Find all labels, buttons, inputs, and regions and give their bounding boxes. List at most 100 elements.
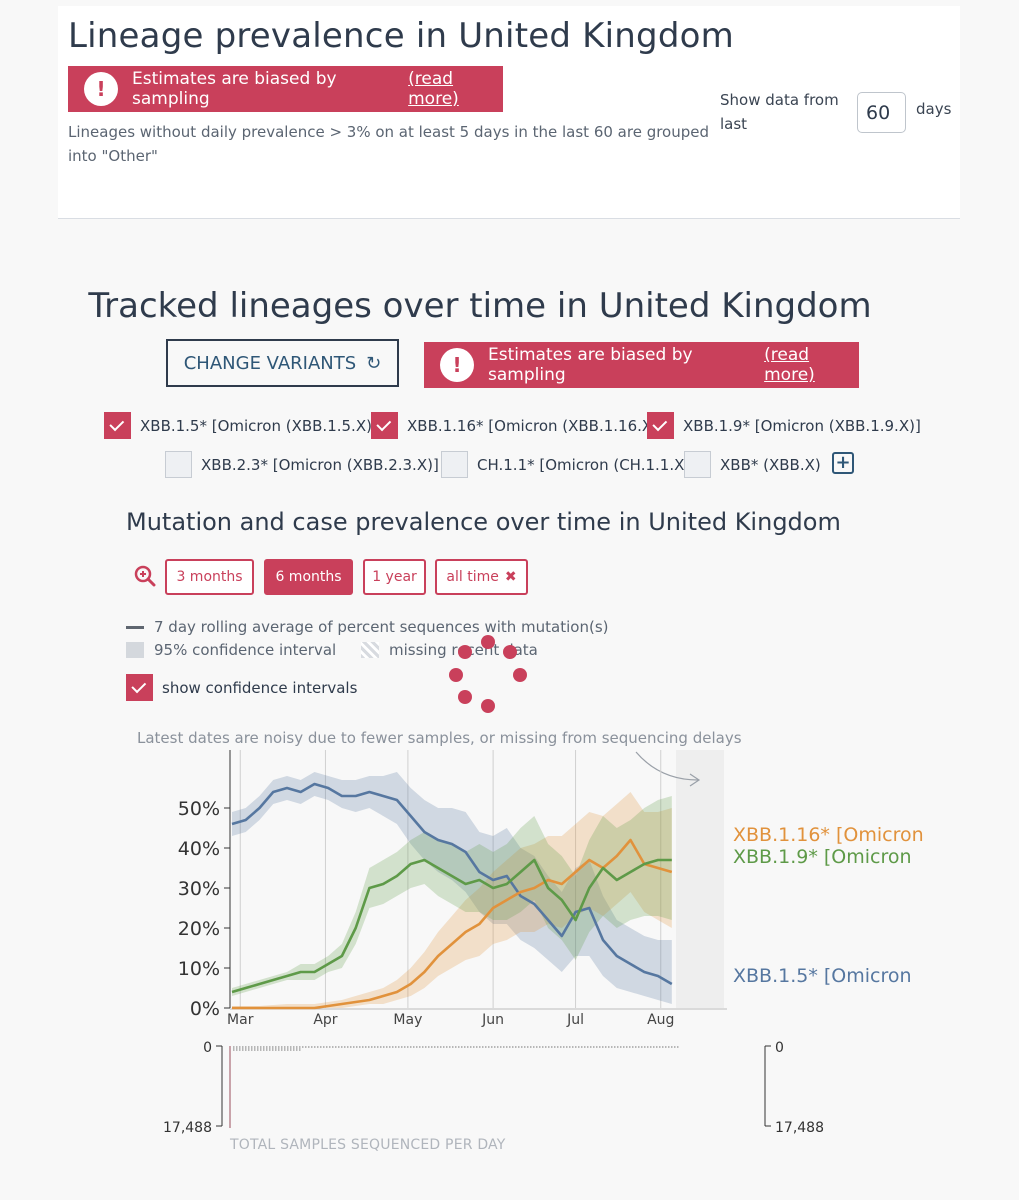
samples-bar xyxy=(611,1046,613,1048)
samples-bar xyxy=(563,1046,565,1048)
variant-xbb-1-16[interactable]: XBB.1.16* [Omicron (XBB.1.16.X)] xyxy=(371,412,664,439)
samples-bar xyxy=(383,1046,385,1048)
variant-checkbox[interactable] xyxy=(104,412,131,439)
samples-bar xyxy=(536,1046,538,1048)
samples-bar xyxy=(251,1046,253,1051)
samples-bar xyxy=(431,1046,433,1048)
samples-bar xyxy=(605,1046,607,1048)
samples-bar xyxy=(602,1046,604,1048)
samples-tick-0: 0 xyxy=(203,1040,212,1056)
variant-label: XBB.1.9* [Omicron (XBB.1.9.X)] xyxy=(683,416,921,435)
samples-bar xyxy=(590,1046,592,1048)
legend-ci-label: 95% confidence interval xyxy=(154,641,337,659)
samples-bar xyxy=(551,1046,553,1048)
days-label: Show data from last xyxy=(720,91,839,133)
samples-bar xyxy=(377,1046,379,1048)
range-label: 1 year xyxy=(372,569,417,585)
variant-xbb-1-5[interactable]: XBB.1.5* [Omicron (XBB.1.5.X)] xyxy=(104,412,378,439)
variant-checkbox[interactable] xyxy=(165,451,192,478)
days-input[interactable] xyxy=(857,92,906,133)
zoom-in-icon[interactable] xyxy=(134,565,156,587)
samples-bar xyxy=(584,1046,586,1048)
legend-rolling-average: 7 day rolling average of percent sequenc… xyxy=(126,618,609,636)
samples-bar xyxy=(665,1046,667,1048)
samples-bar xyxy=(296,1046,298,1051)
samples-bar xyxy=(344,1046,346,1048)
samples-bar xyxy=(356,1046,358,1048)
ci-band-2 xyxy=(232,796,672,996)
samples-bar xyxy=(560,1046,562,1048)
range-label: all time xyxy=(446,569,499,585)
samples-bar xyxy=(518,1046,520,1048)
range-3-months-button[interactable]: 3 months xyxy=(165,559,254,595)
read-more-link[interactable]: (read more) xyxy=(764,345,815,385)
show-ci-checkbox[interactable] xyxy=(126,674,153,701)
samples-bar xyxy=(629,1046,631,1048)
x-tick-label: Aug xyxy=(647,1012,674,1028)
samples-bar xyxy=(386,1046,388,1048)
variant-xbb-2-3[interactable]: XBB.2.3* [Omicron (XBB.2.3.X)] xyxy=(165,451,439,478)
range-label: 6 months xyxy=(275,569,342,585)
samples-bar xyxy=(395,1046,397,1048)
samples-bar xyxy=(371,1046,373,1048)
read-more-link[interactable]: (read more) xyxy=(408,69,459,109)
samples-bar xyxy=(272,1046,274,1051)
y-tick-label: 0% xyxy=(190,998,220,1020)
samples-bar xyxy=(476,1046,478,1048)
y-tick-label: 50% xyxy=(178,798,220,820)
samples-bar xyxy=(437,1046,439,1048)
samples-bar xyxy=(515,1046,517,1048)
change-variants-label: CHANGE VARIANTS xyxy=(183,352,357,374)
samples-bar xyxy=(305,1046,307,1048)
legend-hatch-swatch xyxy=(361,642,379,658)
variant-ch-1-1[interactable]: CH.1.1* [Omicron (CH.1.1.X)] xyxy=(441,451,696,478)
range-6-months-button[interactable]: 6 months xyxy=(264,559,353,595)
samples-bar xyxy=(458,1046,460,1048)
series-line-2 xyxy=(231,858,672,994)
samples-bar xyxy=(497,1046,499,1048)
samples-bar xyxy=(647,1046,649,1048)
tracked-lineages-title: Tracked lineages over time in United Kin… xyxy=(88,286,872,326)
samples-bar xyxy=(566,1046,568,1048)
variant-xbb[interactable]: XBB* (XBB.X) xyxy=(684,451,821,478)
loading-spinner-icon xyxy=(449,635,527,713)
variant-xbb-1-9[interactable]: XBB.1.9* [Omicron (XBB.1.9.X)] xyxy=(647,412,921,439)
x-tick-label: Mar xyxy=(227,1012,254,1028)
sampling-bias-alert: ! Estimates are biased by sampling (read… xyxy=(68,66,503,112)
samples-bar xyxy=(500,1046,502,1048)
samples-bar xyxy=(245,1046,247,1051)
samples-bar xyxy=(494,1046,496,1048)
samples-bar xyxy=(572,1046,574,1048)
show-ci-label: show confidence intervals xyxy=(162,678,358,697)
range-all-time-button[interactable]: all time ✖ xyxy=(435,559,528,595)
samples-bar xyxy=(401,1046,403,1048)
samples-bar xyxy=(638,1046,640,1048)
samples-bar xyxy=(548,1046,550,1048)
show-ci-toggle[interactable]: show confidence intervals xyxy=(126,674,357,701)
samples-bar xyxy=(254,1046,256,1051)
samples-bar xyxy=(317,1046,319,1048)
variant-checkbox[interactable] xyxy=(684,451,711,478)
legend-line-swatch xyxy=(126,625,144,629)
samples-bar xyxy=(269,1046,271,1051)
variant-checkbox[interactable] xyxy=(371,412,398,439)
samples-bar xyxy=(314,1046,316,1048)
samples-bar xyxy=(359,1046,361,1048)
range-1-year-button[interactable]: 1 year xyxy=(363,559,426,595)
lineage-prevalence-card: Lineage prevalence in United Kingdom ! E… xyxy=(58,6,960,219)
variant-checkbox[interactable] xyxy=(647,412,674,439)
samples-bar xyxy=(467,1046,469,1048)
samples-bar xyxy=(668,1046,670,1048)
samples-bar xyxy=(464,1046,466,1048)
add-variant-icon[interactable]: + xyxy=(832,452,854,474)
samples-bar xyxy=(284,1046,286,1051)
samples-bar xyxy=(260,1046,262,1051)
page-title: Lineage prevalence in United Kingdom xyxy=(68,16,734,56)
samples-bar xyxy=(659,1046,661,1048)
samples-bar xyxy=(533,1046,535,1048)
samples-bar xyxy=(620,1046,622,1048)
missing-data-arrow-head xyxy=(689,773,701,787)
change-variants-button[interactable]: CHANGE VARIANTS ↻ xyxy=(166,339,399,387)
samples-bar xyxy=(311,1046,313,1048)
variant-checkbox[interactable] xyxy=(441,451,468,478)
